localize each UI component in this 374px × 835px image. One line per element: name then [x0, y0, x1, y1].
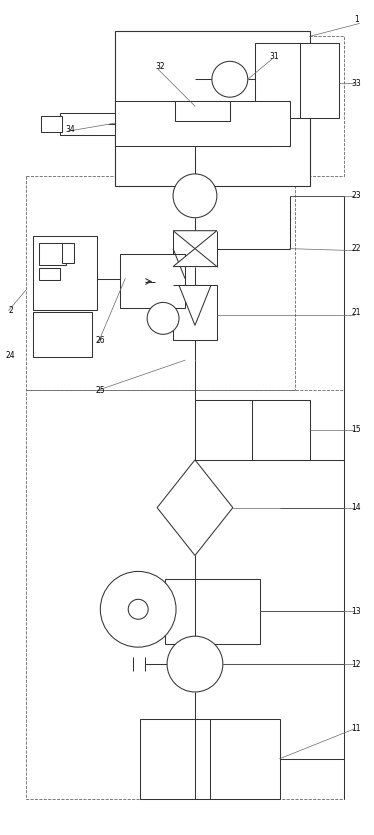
Bar — [120, 254, 185, 308]
Text: 23: 23 — [352, 191, 361, 200]
Bar — [40, 116, 62, 132]
Bar — [39, 243, 67, 265]
Text: 25: 25 — [95, 386, 105, 395]
Bar — [33, 235, 97, 311]
Bar — [62, 243, 74, 262]
Bar — [175, 101, 230, 121]
Text: 14: 14 — [352, 504, 361, 512]
Text: 34: 34 — [65, 124, 75, 134]
Text: 22: 22 — [352, 244, 361, 253]
Circle shape — [167, 636, 223, 692]
Circle shape — [173, 174, 217, 218]
Text: 33: 33 — [352, 78, 361, 88]
Bar — [165, 579, 260, 644]
Bar — [195, 400, 310, 460]
Polygon shape — [173, 249, 217, 266]
Bar — [25, 176, 295, 390]
Bar — [115, 101, 289, 146]
Polygon shape — [157, 460, 233, 555]
Bar — [192, 42, 267, 136]
Bar — [255, 43, 340, 118]
Text: 1: 1 — [355, 15, 359, 24]
Circle shape — [147, 302, 179, 334]
Bar — [39, 267, 61, 280]
Circle shape — [212, 61, 248, 97]
Text: 11: 11 — [352, 724, 361, 733]
Bar — [115, 32, 310, 186]
Polygon shape — [179, 286, 211, 326]
Bar — [173, 286, 217, 341]
Bar — [25, 390, 344, 798]
Bar — [61, 113, 115, 135]
Text: 26: 26 — [95, 336, 105, 345]
Text: 13: 13 — [352, 607, 361, 615]
Text: 15: 15 — [352, 426, 361, 434]
Text: 2: 2 — [9, 306, 13, 315]
Text: 32: 32 — [155, 62, 165, 71]
Text: 31: 31 — [270, 52, 279, 61]
Text: 12: 12 — [352, 660, 361, 669]
Text: 24: 24 — [6, 351, 15, 360]
Circle shape — [128, 600, 148, 620]
Text: 21: 21 — [352, 308, 361, 317]
Bar — [33, 312, 92, 357]
Bar — [190, 37, 344, 176]
Polygon shape — [173, 230, 217, 249]
Bar — [140, 719, 280, 798]
Circle shape — [100, 571, 176, 647]
